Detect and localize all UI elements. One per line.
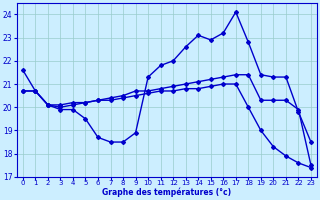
X-axis label: Graphe des températures (°c): Graphe des températures (°c) [102, 188, 231, 197]
